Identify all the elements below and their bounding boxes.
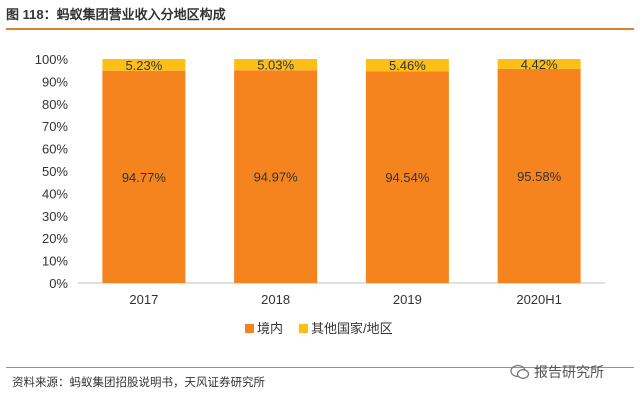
bar-segment-domestic <box>497 68 581 283</box>
y-tick-label: 0% <box>49 276 68 291</box>
x-tick-label: 2017 <box>129 292 158 307</box>
footer-divider <box>6 367 634 368</box>
data-label: 94.77% <box>122 170 167 185</box>
y-tick-label: 40% <box>42 186 68 201</box>
y-tick-label: 70% <box>42 119 68 134</box>
y-tick-label: 60% <box>42 142 68 157</box>
wechat-icon <box>510 364 530 379</box>
data-label: 5.46% <box>389 58 426 73</box>
bar-segment-overseas <box>234 59 318 71</box>
x-tick-label: 2019 <box>393 292 422 307</box>
x-tick-label: 2018 <box>261 292 290 307</box>
x-tick-label: 2020H1 <box>516 292 562 307</box>
y-tick-label: 100% <box>35 52 69 67</box>
data-label: 5.23% <box>125 58 162 73</box>
bar-segment-domestic <box>102 70 186 283</box>
y-tick-label: 20% <box>42 231 68 246</box>
title-divider <box>6 28 634 30</box>
legend-label: 境内 <box>257 321 283 336</box>
bar-segment-overseas <box>497 59 581 69</box>
bar-segment-domestic <box>234 70 318 283</box>
y-tick-label: 50% <box>42 164 68 179</box>
bar-segment-overseas <box>365 59 449 72</box>
figure-title: 图 118：蚂蚁集团营业收入分地区构成 <box>6 7 226 22</box>
legend-swatch <box>299 324 308 333</box>
watermark-text: 报告研究所 <box>534 364 604 380</box>
legend-swatch <box>245 324 254 333</box>
y-tick-label: 30% <box>42 209 68 224</box>
stacked-bar-chart: 0% 10% 20% 30% 40% 50% 60% 70% 80% 90% 100% 2017 201… <box>35 52 605 336</box>
watermark: 报告研究所 <box>510 362 604 382</box>
data-label: 95.58% <box>517 169 562 184</box>
bar-segment-overseas <box>102 59 186 71</box>
y-tick-label: 80% <box>42 97 68 112</box>
data-label: 94.54% <box>385 170 430 185</box>
data-label: 4.42% <box>521 57 558 72</box>
data-label: 94.97% <box>254 170 299 185</box>
y-tick-label: 90% <box>42 74 68 89</box>
legend-label: 其他国家/地区 <box>311 321 393 336</box>
y-tick-label: 10% <box>42 254 68 269</box>
data-label: 5.03% <box>257 58 294 73</box>
bar-segment-domestic <box>365 71 449 283</box>
source-note: 资料来源：蚂蚁集团招股说明书，天风证券研究所 <box>12 377 265 389</box>
